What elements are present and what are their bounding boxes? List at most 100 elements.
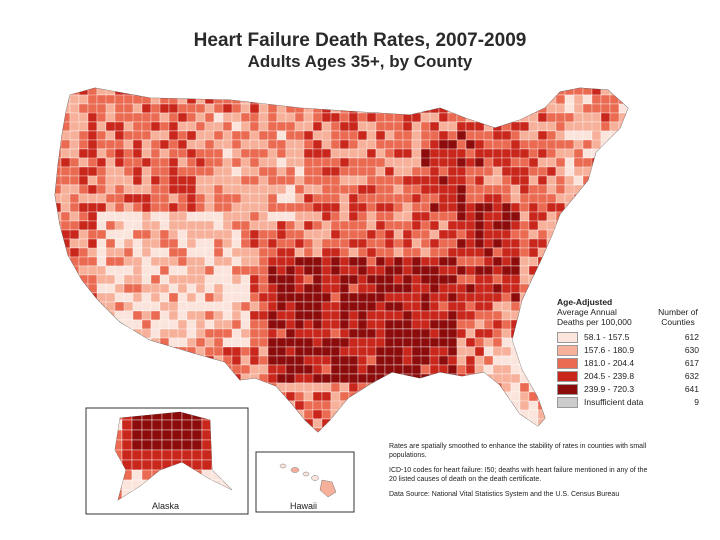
- county-cell: [285, 157, 296, 168]
- county-cell: [240, 139, 251, 150]
- county-cell: [150, 88, 161, 96]
- legend-row: 181.0 - 204.4 617: [557, 357, 707, 369]
- county-cell: [186, 103, 197, 114]
- county-cell: [429, 88, 449, 96]
- county-cell: [222, 202, 233, 213]
- county-cell: [96, 337, 116, 348]
- county-cell: [339, 112, 350, 123]
- county-cell: [384, 418, 395, 429]
- county-cell: [429, 418, 440, 429]
- county-cell: [474, 274, 485, 285]
- county-cell: [393, 157, 404, 168]
- county-cell: [474, 382, 485, 393]
- county-cell: [78, 382, 98, 393]
- county-cell: [519, 355, 530, 366]
- county-cell: [141, 157, 152, 168]
- alaska-region-cell: [181, 449, 193, 461]
- county-cell: [555, 103, 566, 114]
- county-cell: [258, 346, 269, 357]
- county-cell: [240, 211, 251, 222]
- county-cell: [366, 139, 377, 150]
- county-cell: [348, 283, 359, 294]
- county-cell: [465, 274, 476, 285]
- county-cell: [294, 166, 305, 177]
- county-cell: [546, 88, 557, 96]
- county-cell: [366, 418, 386, 429]
- county-cell: [438, 382, 449, 393]
- county-cell: [546, 247, 566, 267]
- county-cell: [312, 139, 323, 150]
- county-cell: [312, 211, 323, 222]
- county-cell: [168, 355, 188, 366]
- county-cell: [69, 373, 89, 384]
- county-cell: [60, 310, 71, 321]
- alaska-region-cell: [171, 429, 183, 441]
- county-cell: [429, 391, 449, 411]
- county-cell: [519, 328, 530, 339]
- county-cell: [519, 193, 530, 204]
- county-cell: [258, 130, 269, 141]
- county-cell: [267, 409, 278, 420]
- county-cell: [294, 157, 305, 168]
- county-cell: [393, 391, 404, 402]
- county-cell: [375, 328, 386, 339]
- county-cell: [573, 103, 584, 114]
- county-cell: [447, 409, 458, 420]
- county-cell: [402, 418, 422, 429]
- county-cell: [276, 427, 287, 432]
- county-cell: [483, 364, 494, 375]
- county-cell: [411, 121, 422, 132]
- county-cell: [456, 94, 476, 105]
- county-cell: [96, 184, 107, 195]
- county-cell: [222, 319, 233, 330]
- county-cell: [141, 148, 152, 159]
- county-cell: [55, 292, 62, 303]
- county-cell: [375, 139, 386, 150]
- county-cell: [96, 391, 107, 402]
- county-cell: [384, 301, 395, 312]
- county-cell: [114, 283, 125, 294]
- county-cell: [240, 175, 251, 186]
- county-cell: [474, 400, 485, 411]
- county-cell: [573, 247, 593, 258]
- county-cell: [55, 319, 62, 339]
- county-cell: [294, 112, 305, 123]
- alaska-region-cell: [121, 429, 133, 441]
- county-cell: [150, 364, 161, 375]
- county-cell: [474, 238, 485, 249]
- county-cell: [438, 427, 458, 432]
- county-cell: [348, 148, 359, 159]
- legend-count: 630: [684, 345, 699, 355]
- county-cell: [384, 373, 395, 393]
- county-cell: [600, 175, 620, 186]
- county-cell: [150, 337, 161, 348]
- county-cell: [294, 391, 305, 402]
- county-cell: [366, 88, 386, 96]
- county-cell: [330, 409, 350, 420]
- county-cell: [96, 319, 116, 330]
- county-cell: [69, 364, 89, 384]
- county-cell: [186, 193, 197, 204]
- county-cell: [483, 391, 494, 402]
- county-cell: [501, 103, 512, 123]
- county-cell: [249, 409, 260, 420]
- legend-count-heading-2: Counties: [661, 317, 695, 327]
- county-cell: [141, 193, 152, 204]
- alaska-region-cell: [151, 419, 163, 431]
- county-cell: [159, 355, 170, 366]
- county-cell: [384, 175, 395, 186]
- county-cell: [168, 391, 179, 402]
- county-cell: [564, 175, 575, 186]
- alaska-region-cell: [171, 419, 183, 431]
- county-cell: [258, 310, 269, 321]
- county-cell: [348, 292, 359, 303]
- alaska-region-cell: [131, 419, 143, 431]
- county-cell: [591, 238, 602, 249]
- county-cell: [258, 391, 269, 402]
- county-cell: [339, 139, 350, 150]
- county-cell: [366, 346, 377, 357]
- county-cell: [474, 112, 485, 123]
- county-cell: [519, 391, 530, 402]
- county-cell: [393, 265, 404, 276]
- alaska-region-cell: [161, 429, 173, 441]
